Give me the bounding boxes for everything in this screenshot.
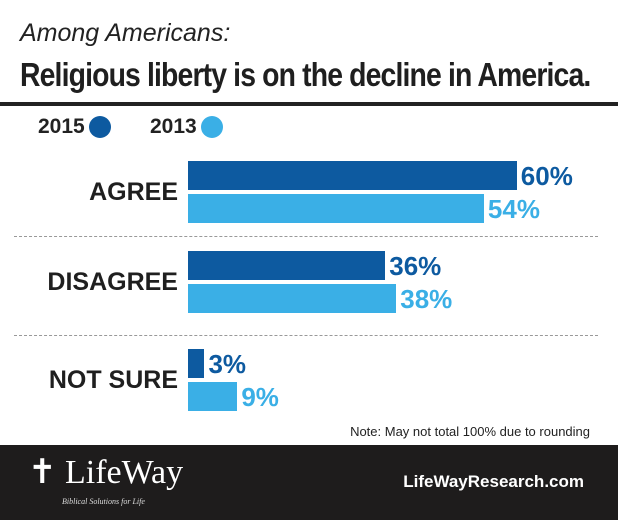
separator (14, 236, 598, 237)
footnote: Note: May not total 100% due to rounding (350, 424, 590, 439)
data-label: 54% (487, 194, 540, 224)
logo-text: LifeWay (65, 454, 184, 491)
bar-2015-disagree (188, 251, 386, 280)
data-label: 9% (241, 382, 279, 412)
website-link[interactable]: LifeWayResearch.com (403, 472, 584, 491)
data-label: 3% (208, 349, 247, 379)
cross-icon: ✝ (28, 454, 57, 491)
bar-2013-not-sure (188, 382, 238, 411)
chart-title: Religious liberty is on the decline in A… (20, 56, 591, 93)
bar-2015-not-sure (188, 349, 205, 378)
bar-2015-agree (188, 161, 517, 190)
lifeway-logo: ✝ LifeWay (28, 455, 183, 491)
data-label: 60% (520, 161, 573, 191)
legend-dot (200, 116, 223, 138)
data-label: 38% (400, 284, 453, 314)
legend-item-2015: 2015 (38, 115, 111, 139)
bar-2013-agree (188, 194, 484, 223)
category-label: DISAGREE (47, 268, 178, 296)
data-label: 36% (389, 251, 442, 281)
divider (0, 102, 618, 106)
bar-2013-disagree (188, 284, 397, 313)
separator (14, 335, 598, 336)
legend-label: 2013 (150, 115, 197, 138)
subtitle: Among Americans: (20, 19, 231, 47)
category-label: NOT SURE (48, 366, 178, 394)
legend-label: 2015 (38, 115, 85, 138)
legend-dot (88, 116, 111, 138)
logo-tagline: Biblical Solutions for Life (62, 497, 145, 506)
category-label: AGREE (89, 178, 178, 206)
legend-item-2013: 2013 (150, 115, 223, 139)
footer: ✝ LifeWay Biblical Solutions for Life Li… (0, 445, 618, 520)
